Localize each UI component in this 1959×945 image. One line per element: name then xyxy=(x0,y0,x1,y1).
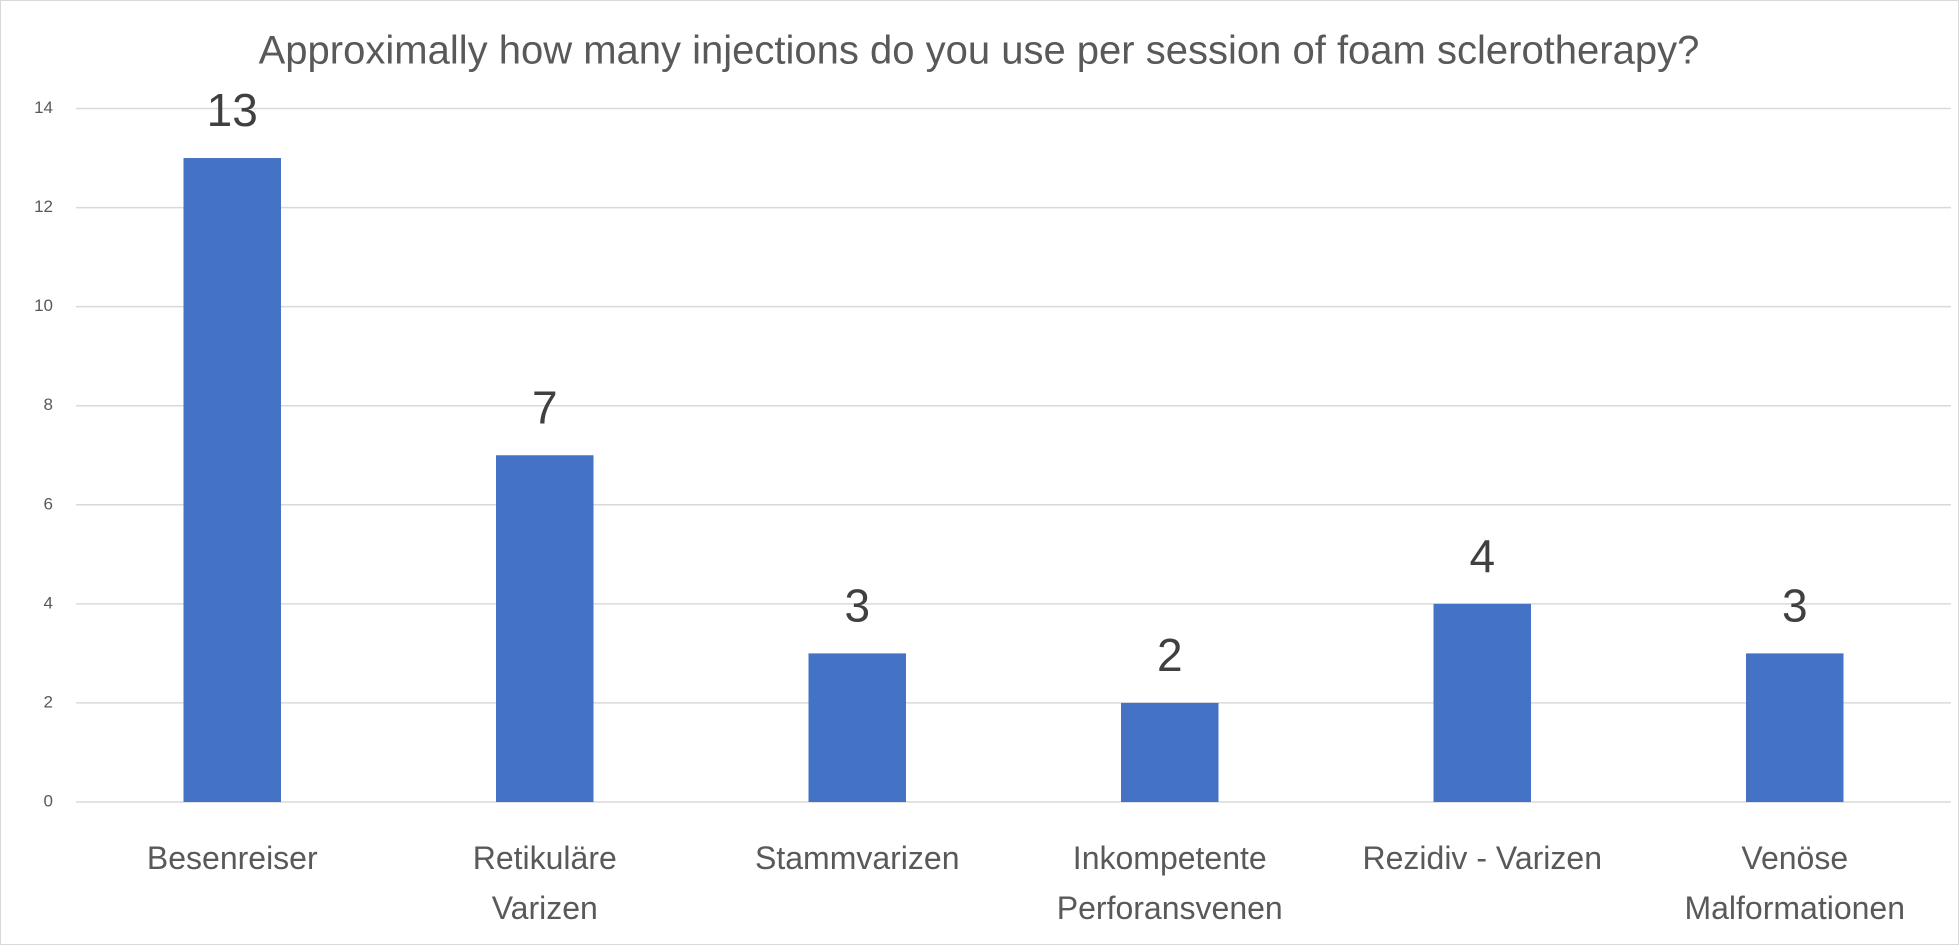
y-tick-label: 6 xyxy=(44,494,53,513)
x-tick-label: Stammvarizen xyxy=(755,840,960,876)
chart-title: Approximally how many injections do you … xyxy=(259,29,1700,73)
x-tick-label: Venöse Malformationen xyxy=(1684,840,1906,926)
x-tick-label: Inkompetente Perforansvenen xyxy=(1056,840,1283,926)
x-tick-label: Retikuläre Varizen xyxy=(472,840,617,926)
data-label: 13 xyxy=(207,84,258,136)
bar xyxy=(1746,653,1844,802)
bar xyxy=(1433,603,1531,802)
data-label: 3 xyxy=(844,580,870,632)
y-tick-label: 2 xyxy=(44,692,53,711)
bar xyxy=(1121,702,1219,802)
x-tick-label: Besenreiser xyxy=(146,840,318,876)
data-label: 2 xyxy=(1157,629,1183,681)
y-tick-label: 4 xyxy=(44,593,53,612)
bar xyxy=(183,158,281,803)
data-label: 4 xyxy=(1469,530,1495,582)
data-label: 3 xyxy=(1782,580,1808,632)
y-tick-label: 0 xyxy=(44,791,53,810)
y-tick-label: 8 xyxy=(44,395,53,414)
bar xyxy=(496,455,594,802)
y-tick-label: 10 xyxy=(34,296,53,315)
x-tick-label: Rezidiv - Varizen xyxy=(1362,840,1602,876)
y-tick-label: 14 xyxy=(34,98,53,117)
data-label: 7 xyxy=(532,381,558,433)
bar xyxy=(808,653,906,802)
y-tick-label: 12 xyxy=(34,197,53,216)
